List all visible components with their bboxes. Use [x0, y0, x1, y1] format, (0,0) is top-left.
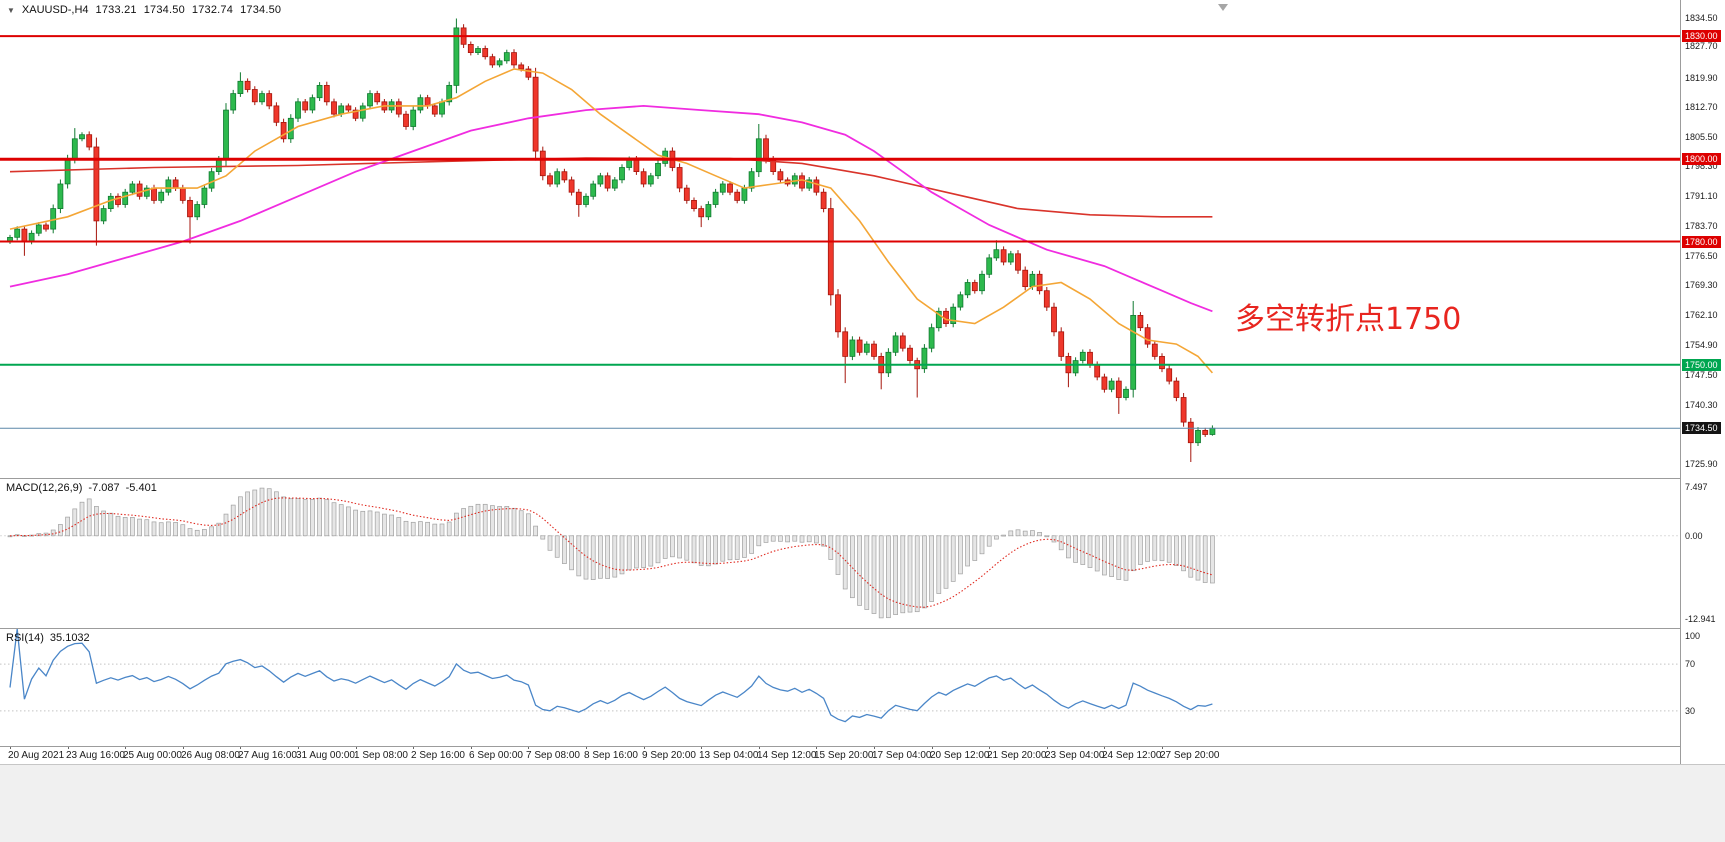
- collapse-arrow-icon[interactable]: ▼: [7, 5, 15, 15]
- time-axis-label: 25 Aug 00:00: [123, 750, 182, 761]
- current-price-tag: 1734.50: [1682, 422, 1721, 435]
- price-axis-label: 1798.30: [1685, 161, 1718, 172]
- time-tick: [528, 746, 529, 749]
- time-axis-label: 9 Sep 20:00: [642, 750, 696, 761]
- time-tick: [586, 746, 587, 749]
- macd-signal-value: -5.401: [125, 482, 157, 494]
- time-axis-label: 23 Sep 04:00: [1045, 750, 1105, 761]
- panel-separator[interactable]: [0, 628, 1725, 629]
- price-level-tag: 1830.00: [1682, 30, 1721, 43]
- rsi-indicator-panel[interactable]: [0, 629, 1680, 746]
- time-axis-label: 27 Sep 20:00: [1160, 750, 1220, 761]
- macd-indicator-name: MACD(12,26,9): [6, 482, 83, 494]
- time-tick: [989, 746, 990, 749]
- rsi-line: [9, 629, 1213, 723]
- price-axis[interactable]: 1834.50 1827.70 1819.90 1812.70 1805.50 1798.…: [1680, 0, 1725, 764]
- price-level-tag: 1750.00: [1682, 358, 1721, 371]
- price-axis-label: 1762.10: [1685, 310, 1718, 320]
- time-axis[interactable]: 20 Aug 2021 23 Aug 16:00 25 Aug 00:00 26 Au…: [0, 746, 1680, 764]
- price-axis-label: 1827.70: [1685, 40, 1718, 51]
- time-axis-label: 21 Sep 20:00: [987, 750, 1047, 761]
- time-tick: [1047, 746, 1048, 749]
- quote-close: 1734.50: [240, 4, 282, 16]
- time-axis-label: 1 Sep 08:00: [354, 750, 408, 761]
- time-axis-label: 23 Aug 16:00: [66, 750, 125, 761]
- time-axis-label: 13 Sep 04:00: [699, 750, 759, 761]
- time-axis-label: 15 Sep 20:00: [814, 750, 874, 761]
- time-axis-label: 17 Sep 04:00: [872, 750, 932, 761]
- time-tick: [1162, 746, 1163, 749]
- symbol-timeframe-label: XAUUSD-,H4: [21, 4, 89, 16]
- time-axis-label: 7 Sep 08:00: [526, 750, 580, 761]
- rsi-axis-label: 70: [1685, 659, 1696, 670]
- price-level-tag: 1780.00: [1682, 235, 1721, 248]
- macd-main-value: -7.087: [88, 482, 120, 494]
- bottom-spacer: [0, 764, 1725, 842]
- macd-axis-label: -12.941: [1685, 614, 1716, 624]
- price-axis-label: 1791.10: [1685, 190, 1718, 201]
- price-chart-panel[interactable]: [0, 0, 1680, 478]
- macd-signal-line: [9, 497, 1213, 608]
- time-tick: [1104, 746, 1105, 749]
- chart-header: ▼ XAUUSD-,H4 1733.21 1734.50 1732.74 173…: [7, 4, 281, 16]
- quote-open: 1733.21: [95, 4, 137, 16]
- rsi-axis-label: 30: [1685, 705, 1696, 716]
- time-axis-label: 26 Aug 08:00: [181, 750, 240, 761]
- quote-low: 1732.74: [191, 4, 234, 16]
- ma-slow-red: [9, 157, 1213, 218]
- price-axis-label: 1754.90: [1685, 339, 1718, 350]
- price-axis-label: 1776.50: [1685, 250, 1718, 261]
- price-axis-label: 1805.50: [1685, 131, 1718, 142]
- annotation-text: 多空转折点1750: [1235, 302, 1462, 337]
- macd-axis-label: 0.00: [1685, 530, 1703, 541]
- price-axis-label: 1740.30: [1685, 399, 1718, 410]
- time-axis-label: 20 Aug 2021: [8, 750, 65, 761]
- macd-label-row: MACD(12,26,9) -7.087 -5.401: [6, 482, 157, 494]
- rsi-indicator-name: RSI(14): [6, 632, 44, 644]
- price-axis-label: 1812.70: [1685, 102, 1718, 113]
- rsi-value: 35.1032: [49, 632, 90, 644]
- rsi-axis-label: 100: [1685, 631, 1701, 641]
- time-tick: [932, 746, 933, 749]
- time-axis-label: 6 Sep 00:00: [469, 750, 523, 761]
- macd-indicator-panel[interactable]: [0, 479, 1680, 627]
- quote-high: 1734.50: [143, 4, 185, 16]
- panel-separator[interactable]: [0, 478, 1725, 479]
- chart-shift-marker-icon: [1218, 4, 1228, 11]
- time-axis-label: 31 Aug 00:00: [296, 750, 355, 761]
- price-axis-label: 1769.30: [1685, 280, 1718, 291]
- ma-fast-orange: [9, 68, 1214, 374]
- time-axis-label: 2 Sep 16:00: [411, 750, 465, 761]
- time-axis-label: 20 Sep 12:00: [930, 750, 990, 761]
- macd-axis-label: 7.497: [1685, 482, 1708, 492]
- time-tick: [68, 746, 69, 749]
- time-axis-label: 8 Sep 16:00: [584, 750, 638, 761]
- price-axis-label: 1747.50: [1685, 369, 1718, 380]
- ma-mid-magenta: [9, 104, 1213, 313]
- price-axis-label: 1834.50: [1685, 12, 1718, 23]
- time-axis-label: 24 Sep 12:00: [1102, 750, 1162, 761]
- time-tick: [356, 746, 357, 749]
- time-axis-label: 14 Sep 12:00: [757, 750, 817, 761]
- time-axis-separator: [0, 746, 1725, 747]
- time-tick: [644, 746, 645, 749]
- time-tick: [816, 746, 817, 749]
- time-tick: [10, 746, 11, 749]
- time-tick: [183, 746, 184, 749]
- price-axis-label: 1725.90: [1685, 458, 1718, 469]
- time-tick: [701, 746, 702, 749]
- time-axis-label: 27 Aug 16:00: [238, 750, 297, 761]
- time-tick: [759, 746, 760, 749]
- rsi-label-row: RSI(14) 35.1032: [6, 632, 90, 644]
- price-axis-label: 1783.70: [1685, 221, 1718, 232]
- time-tick: [125, 746, 126, 749]
- time-tick: [413, 746, 414, 749]
- time-tick: [471, 746, 472, 749]
- time-tick: [298, 746, 299, 749]
- price-axis-label: 1819.90: [1685, 72, 1718, 83]
- time-tick: [874, 746, 875, 749]
- price-level-tag: 1800.00: [1682, 153, 1721, 166]
- time-tick: [240, 746, 241, 749]
